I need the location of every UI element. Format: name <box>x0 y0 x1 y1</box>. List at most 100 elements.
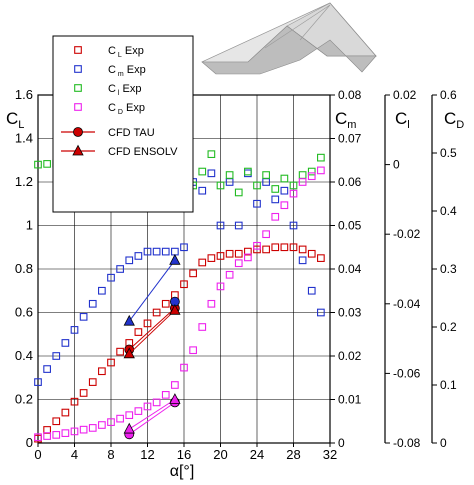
data-point <box>225 249 234 258</box>
x-tick-label: 20 <box>213 447 227 462</box>
cd-tick-label: 0.4 <box>440 204 457 218</box>
data-point <box>234 259 243 268</box>
cm-axis-title: Cm <box>335 109 356 131</box>
data-point <box>317 254 325 262</box>
cm-tick-label: 0.05 <box>338 219 362 233</box>
data-point <box>34 160 42 169</box>
data-point <box>123 422 135 434</box>
data-point <box>317 166 325 175</box>
legend: C L Exp C m Exp C l Exp C D Exp CFD TAU CFD E… <box>52 35 194 213</box>
data-point <box>161 247 170 256</box>
data-point <box>216 181 225 190</box>
series-line <box>128 399 176 430</box>
data-point <box>198 323 207 331</box>
cl-tick-label: 0.6 <box>15 305 33 320</box>
legend-marker <box>74 65 82 73</box>
cll-tick-label: -0.06 <box>393 366 421 380</box>
legend-entry: C D Exp <box>74 102 145 116</box>
data-point <box>317 153 325 162</box>
data-point <box>79 389 88 397</box>
data-marks <box>34 150 325 443</box>
data-point <box>317 308 325 317</box>
data-point <box>280 243 289 252</box>
cd-tick-label: 0.3 <box>440 262 457 276</box>
data-point <box>289 243 298 252</box>
legend-label: C D Exp <box>108 102 145 116</box>
series-line <box>128 309 176 355</box>
data-point <box>244 167 252 176</box>
cl-tick-label: 1.6 <box>15 87 33 102</box>
cd-tick-label: 0.1 <box>440 378 457 392</box>
data-point <box>88 299 97 308</box>
data-point <box>61 339 70 347</box>
data-point <box>52 352 61 360</box>
series-CD_exp <box>34 166 325 442</box>
data-point <box>116 414 124 423</box>
series-line <box>128 260 176 322</box>
data-point <box>70 326 79 334</box>
cm-tick-label: 0.01 <box>338 393 362 407</box>
axes-group: 0 4 8 12 16 20 24 28 3200.20.40.60.811.21.41.600… <box>15 87 457 462</box>
data-point <box>207 169 216 178</box>
legend-entry: C l Exp <box>74 83 141 97</box>
data-point <box>253 241 261 250</box>
cll-axis-title: Cl <box>395 109 410 131</box>
data-point <box>161 391 170 399</box>
data-point <box>169 253 181 265</box>
data-point <box>116 265 124 273</box>
data-point <box>298 256 307 265</box>
x-tick-label: 8 <box>107 447 114 462</box>
cm-tick-label: 0.07 <box>338 132 362 146</box>
series-CL_ENS <box>123 303 181 359</box>
data-point <box>216 221 225 230</box>
cl-tick-label: 0.4 <box>15 348 33 363</box>
x-axis-title: α[°] <box>170 463 195 480</box>
data-point <box>152 247 161 256</box>
cl-tick-label: 1.2 <box>15 174 33 189</box>
data-point <box>180 243 188 252</box>
x-tick-label: 24 <box>250 447 264 462</box>
data-point <box>298 245 307 254</box>
data-point <box>189 269 197 278</box>
data-point <box>61 429 70 437</box>
data-point <box>307 286 316 295</box>
data-point <box>79 425 88 434</box>
data-point <box>125 256 134 265</box>
data-point <box>123 314 135 326</box>
cm-tick-label: 0.02 <box>338 349 362 363</box>
legend-box <box>52 35 194 213</box>
data-point <box>143 319 152 328</box>
cl-tick-label: 1.4 <box>15 131 33 146</box>
x-tick-label: 0 <box>34 447 41 462</box>
legend-entry: C m Exp <box>74 64 146 78</box>
data-point <box>253 181 261 190</box>
series-line <box>128 307 176 350</box>
data-point <box>198 167 207 176</box>
data-point <box>107 418 115 426</box>
x-tick-label: 28 <box>286 447 300 462</box>
data-point <box>70 427 79 436</box>
data-point <box>307 172 316 181</box>
series-line <box>128 401 176 435</box>
cl-axis-title: CL <box>6 109 24 131</box>
data-point <box>262 230 270 239</box>
cd-tick-label: 0.5 <box>440 146 457 160</box>
data-point <box>123 347 135 359</box>
cd-tick-label: 0.2 <box>440 320 457 334</box>
cd-axis-title: CD <box>444 109 464 131</box>
series-CD_ENS <box>123 393 181 434</box>
data-point <box>207 254 216 262</box>
data-point <box>307 249 316 258</box>
x-tick-label: 32 <box>323 447 337 462</box>
flying-wing-icon <box>201 2 377 75</box>
data-point <box>216 252 225 260</box>
x-tick-label: 12 <box>140 447 154 462</box>
cl-tick-label: 0.8 <box>15 261 33 276</box>
data-point <box>216 282 225 291</box>
data-point <box>161 299 170 308</box>
legend-label: CFD ENSOLV <box>108 146 178 158</box>
data-point <box>234 249 243 258</box>
data-point <box>107 273 115 282</box>
legend-label: C m Exp <box>108 64 146 78</box>
data-point <box>280 174 289 183</box>
